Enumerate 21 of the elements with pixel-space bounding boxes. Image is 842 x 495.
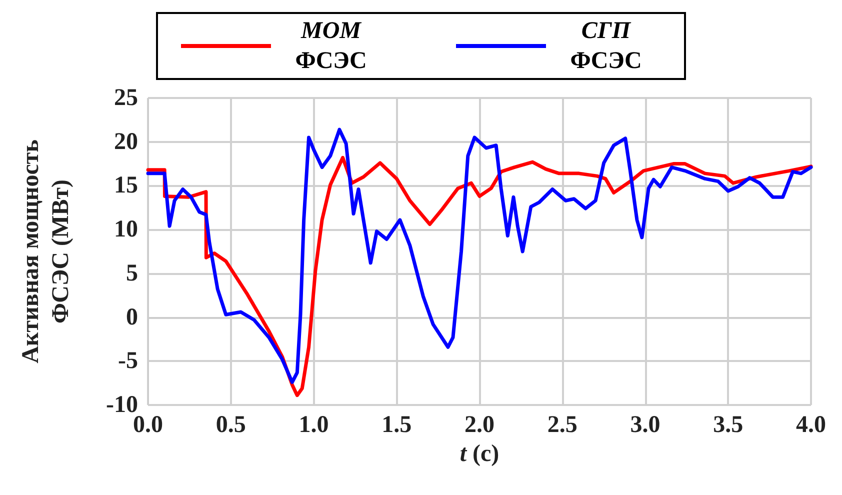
x-tick-label: 0.5 [216,412,246,438]
x-tick-label: 3.0 [630,412,660,438]
x-tick-label: 3.5 [713,412,744,438]
x-tick-label: 2.5 [547,412,578,438]
y-tick-label: 15 [114,172,138,199]
x-tick-label: 4.0 [796,412,826,438]
y-axis-title: Активная мощность ФСЭС (МВт) [18,139,74,364]
x-tick-label: 1.0 [298,412,329,438]
legend-label: СГП ФСЭС [570,18,642,74]
y-tick-label: 10 [114,216,138,243]
x-tick-label: 0.0 [133,412,163,438]
y-tick-label: -5 [118,348,138,374]
y-tick-label: 0 [126,304,138,330]
y-tick-label: 20 [114,128,138,155]
x-axis-title: t (c) [460,440,500,467]
y-tick-label: 25 [114,85,138,111]
y-tick-label: 5 [126,260,138,286]
x-tick-label: 2.0 [464,412,494,438]
x-tick-label: 1.5 [382,412,412,438]
line-series [146,128,813,384]
legend-label: МОМ ФСЭС [295,18,367,74]
